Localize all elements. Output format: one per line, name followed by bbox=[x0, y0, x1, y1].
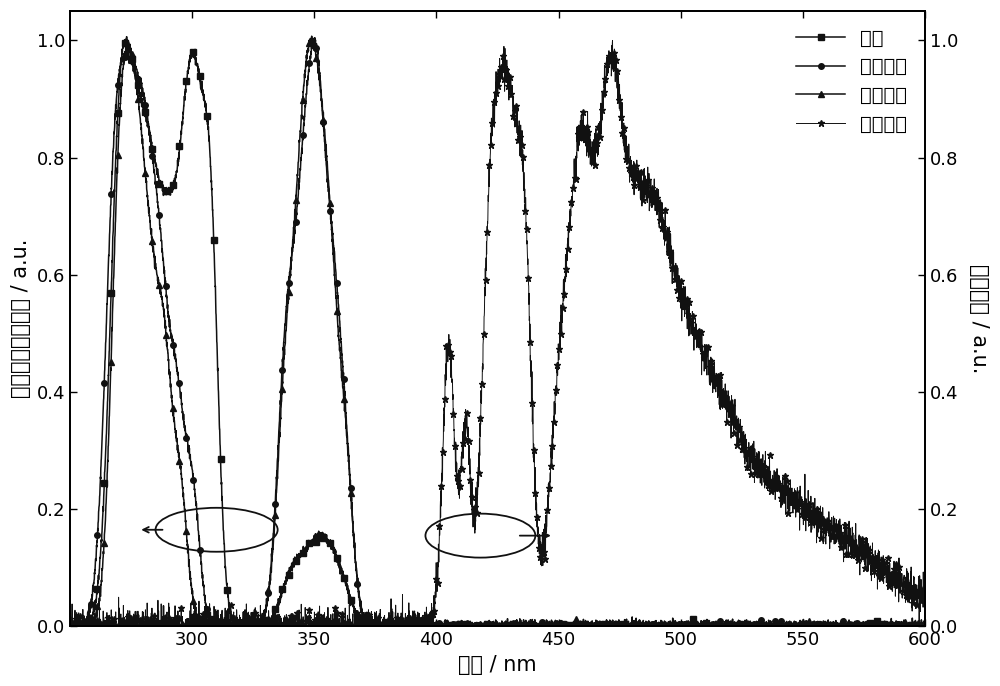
四氢呫喂 bbox=[391, 621, 403, 629]
二氯甲烷 bbox=[767, 622, 779, 630]
甲苯 bbox=[391, 622, 403, 630]
Legend: 甲苯, 二氯甲烷, 四氢呫喂, 低温磷光: 甲苯, 二氯甲烷, 四氢呫喂, 低温磷光 bbox=[789, 21, 915, 141]
X-axis label: 波长 / nm: 波长 / nm bbox=[458, 655, 537, 675]
低温磷光 bbox=[919, 591, 931, 599]
二氯甲烷 bbox=[919, 620, 931, 628]
低温磷光 bbox=[64, 622, 76, 630]
低温磷光 bbox=[64, 615, 76, 623]
甲苯 bbox=[64, 622, 76, 630]
低温磷光 bbox=[577, 126, 589, 134]
二氯甲烷 bbox=[702, 622, 714, 630]
四氢呫喂 bbox=[306, 32, 318, 40]
Line: 四氢呫喂: 四氢呫喂 bbox=[67, 34, 928, 629]
四氢呫喂 bbox=[620, 619, 632, 627]
二氯甲烷 bbox=[577, 622, 589, 630]
低温磷光 bbox=[391, 618, 403, 626]
四氢呫喂 bbox=[767, 622, 779, 630]
二氯甲烷 bbox=[64, 622, 76, 630]
甲苯 bbox=[219, 563, 231, 571]
低温磷光 bbox=[219, 615, 231, 623]
甲苯 bbox=[121, 32, 133, 40]
四氢呫喂 bbox=[702, 620, 714, 628]
甲苯 bbox=[620, 622, 632, 630]
甲苯 bbox=[919, 622, 931, 630]
甲苯 bbox=[767, 622, 779, 630]
二氯甲烷 bbox=[620, 620, 632, 628]
Line: 甲苯: 甲苯 bbox=[67, 34, 928, 629]
低温磷光 bbox=[702, 353, 714, 361]
甲苯 bbox=[577, 622, 589, 630]
二氯甲烷 bbox=[309, 34, 321, 42]
低温磷光 bbox=[767, 480, 779, 488]
四氢呫喂 bbox=[64, 622, 76, 630]
Line: 低温磷光: 低温磷光 bbox=[67, 37, 928, 630]
四氢呫喂 bbox=[219, 622, 231, 630]
四氢呫喂 bbox=[919, 622, 931, 630]
二氯甲烷 bbox=[64, 622, 76, 630]
低温磷光 bbox=[607, 36, 619, 45]
Y-axis label: 归一化的吸收强度 / a.u.: 归一化的吸收强度 / a.u. bbox=[11, 239, 31, 399]
二氯甲烷 bbox=[219, 622, 231, 630]
甲苯 bbox=[702, 622, 714, 630]
Y-axis label: 发射强度 / a.u.: 发射强度 / a.u. bbox=[969, 264, 989, 373]
四氢呫喂 bbox=[577, 621, 589, 629]
低温磷光 bbox=[620, 132, 632, 140]
Line: 二氯甲烷: 二氯甲烷 bbox=[67, 35, 928, 629]
二氯甲烷 bbox=[391, 618, 403, 626]
